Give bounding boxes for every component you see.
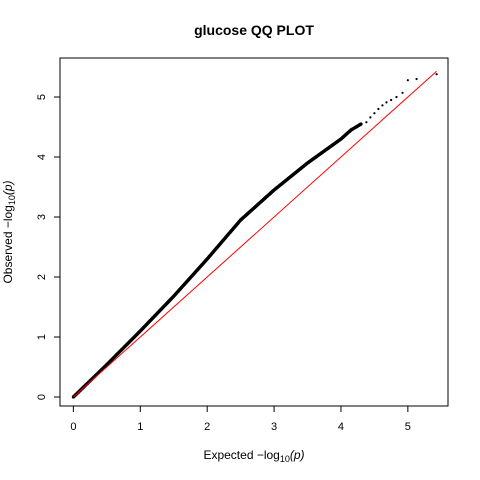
y-axis-label-text: Observed −log10(p)	[1, 180, 17, 283]
chart-title: glucose QQ PLOT	[194, 22, 314, 38]
y-tick-label: 4	[36, 154, 48, 160]
observed-tail-point	[385, 101, 388, 104]
y-axis-label-prefix: Observed −log	[1, 205, 15, 283]
observed-tail-point	[381, 104, 384, 107]
y-tick-label: 2	[36, 274, 48, 280]
y-tick-label: 3	[36, 214, 48, 220]
x-tick-label: 0	[70, 421, 76, 433]
x-tick-label: 1	[137, 421, 143, 433]
x-axis-label-text: Expected −log10(p)	[203, 448, 304, 464]
y-axis-label-sub: 10	[7, 195, 17, 205]
x-tick-label: 2	[204, 421, 210, 433]
x-tick-label: 5	[405, 421, 411, 433]
observed-tail-point	[401, 91, 404, 94]
y-axis: 0 1 2 3 4 5	[36, 94, 61, 400]
x-axis-label-prefix: Expected −log	[203, 448, 279, 462]
observed-tail-point	[435, 73, 438, 76]
observed-tail-point	[395, 95, 398, 99]
y-axis-label: Observed −log10(p)	[1, 180, 17, 283]
x-axis-label-sub: 10	[280, 454, 290, 464]
y-axis-label-suffix: (p)	[1, 180, 15, 195]
observed-points	[71, 73, 438, 399]
x-tick-label: 4	[338, 421, 344, 433]
observed-tail-point	[365, 121, 368, 124]
observed-tail-point	[373, 112, 376, 115]
observed-point	[359, 122, 363, 126]
x-tick-label: 3	[271, 421, 277, 433]
x-axis-label: Expected −log10(p)	[203, 448, 304, 464]
y-tick-label: 0	[36, 394, 48, 400]
observed-tail-point	[415, 77, 418, 81]
y-tick-label: 1	[36, 334, 48, 340]
observed-tail-point	[390, 98, 393, 102]
x-axis-label-suffix: (p)	[290, 448, 305, 462]
observed-tail-point	[377, 107, 380, 111]
reference-line-group	[73, 70, 437, 398]
reference-line	[73, 70, 437, 398]
observed-tail-point	[369, 116, 372, 119]
observed-tail-point	[406, 79, 409, 82]
y-tick-label: 5	[36, 94, 48, 100]
x-axis: 0 1 2 3 4 5	[70, 405, 411, 433]
